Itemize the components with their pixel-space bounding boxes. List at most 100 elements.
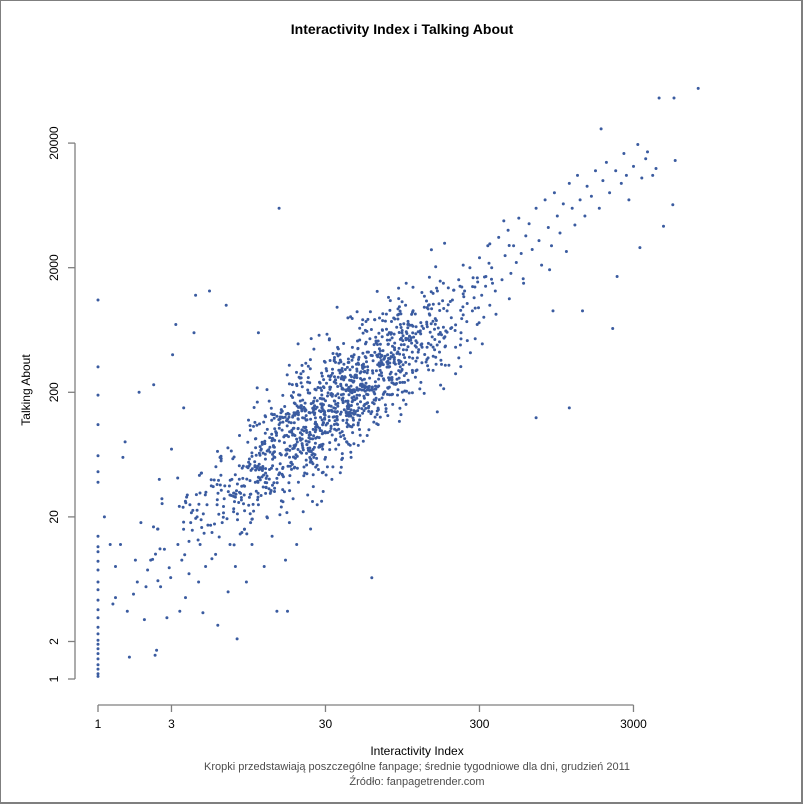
data-point xyxy=(335,305,339,309)
data-point xyxy=(182,527,186,531)
data-point xyxy=(301,416,305,420)
data-point xyxy=(430,307,434,311)
data-point xyxy=(433,322,437,326)
data-point xyxy=(316,468,320,471)
data-point xyxy=(322,378,326,382)
data-point xyxy=(290,431,294,434)
data-point xyxy=(127,655,131,659)
data-point xyxy=(350,358,354,362)
data-point xyxy=(410,391,414,395)
data-point xyxy=(396,393,399,397)
data-point xyxy=(345,440,349,444)
data-point xyxy=(181,505,185,509)
data-point xyxy=(350,345,354,349)
data-point xyxy=(298,399,302,403)
data-point xyxy=(399,343,403,347)
data-point xyxy=(217,512,221,516)
data-point xyxy=(429,248,433,252)
data-point xyxy=(329,408,333,412)
data-point xyxy=(271,464,275,468)
data-point xyxy=(611,327,615,330)
data-point xyxy=(268,450,272,454)
data-point xyxy=(555,214,559,218)
data-point xyxy=(375,409,379,413)
data-point xyxy=(243,484,247,488)
data-point xyxy=(397,362,401,365)
data-point xyxy=(335,415,339,419)
data-point xyxy=(281,465,285,469)
data-point xyxy=(364,381,368,385)
data-point xyxy=(306,364,310,368)
data-point xyxy=(264,476,268,480)
data-point xyxy=(96,580,100,584)
data-point xyxy=(187,539,191,543)
data-point xyxy=(431,345,435,349)
data-point xyxy=(125,609,129,613)
data-point xyxy=(96,365,100,369)
data-point xyxy=(399,312,403,316)
data-point xyxy=(415,341,419,345)
data-point xyxy=(250,451,254,455)
data-point xyxy=(500,278,504,282)
data-point xyxy=(454,345,458,349)
data-point xyxy=(398,370,402,374)
data-point xyxy=(345,421,349,425)
data-point xyxy=(363,355,367,359)
data-point xyxy=(96,393,100,397)
data-point xyxy=(378,342,382,346)
data-point xyxy=(390,320,393,323)
data-point xyxy=(537,239,541,243)
data-point xyxy=(454,372,458,376)
data-point xyxy=(373,318,377,322)
data-point xyxy=(414,325,418,329)
data-point xyxy=(247,495,251,499)
data-point xyxy=(293,456,297,460)
data-point xyxy=(204,490,208,494)
data-point xyxy=(253,420,257,424)
data-point xyxy=(443,241,447,245)
data-point xyxy=(197,473,201,477)
data-point xyxy=(393,348,397,352)
data-point xyxy=(258,445,262,449)
data-point xyxy=(261,485,265,489)
data-point xyxy=(373,380,377,384)
data-point xyxy=(331,392,334,396)
data-point xyxy=(275,467,279,471)
data-point xyxy=(416,350,420,354)
data-point xyxy=(522,281,526,285)
data-point xyxy=(349,384,353,388)
data-point xyxy=(394,382,398,386)
y-tick-label: 1 xyxy=(47,675,61,682)
data-point xyxy=(594,169,597,173)
data-point xyxy=(305,443,309,447)
data-point xyxy=(270,534,274,538)
data-point xyxy=(397,376,401,380)
data-point xyxy=(278,421,282,425)
data-point xyxy=(402,322,406,326)
data-point xyxy=(488,242,492,246)
data-point xyxy=(433,327,436,331)
data-point xyxy=(345,425,349,429)
data-point xyxy=(385,365,389,369)
data-point xyxy=(604,160,608,164)
data-point xyxy=(96,667,100,671)
data-point xyxy=(344,383,348,387)
data-point xyxy=(331,415,335,419)
data-point xyxy=(226,590,230,594)
data-point xyxy=(425,325,429,329)
data-point xyxy=(401,363,405,367)
data-point xyxy=(248,479,252,483)
data-point xyxy=(330,433,334,437)
data-point xyxy=(442,387,446,391)
data-point xyxy=(349,378,353,382)
data-point xyxy=(400,329,404,332)
data-point xyxy=(361,411,365,415)
data-point xyxy=(367,409,371,413)
data-point xyxy=(567,181,571,185)
data-point xyxy=(301,510,305,514)
data-point xyxy=(256,503,260,507)
data-point xyxy=(336,392,340,396)
data-point xyxy=(330,477,334,481)
data-point xyxy=(237,501,241,504)
data-point xyxy=(242,493,246,497)
